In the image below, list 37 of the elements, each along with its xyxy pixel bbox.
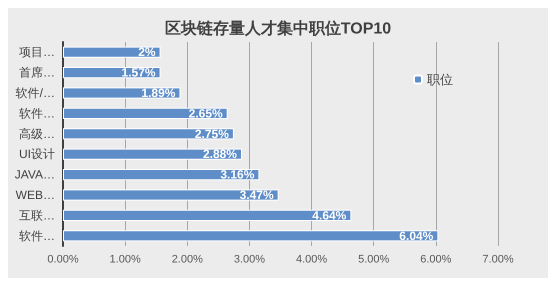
x-tick-label: 7.00% xyxy=(482,254,514,266)
data-label: 1.89% xyxy=(141,86,176,100)
y-tick-label: JAVA… xyxy=(14,168,55,182)
y-tick-label: 互联… xyxy=(19,208,55,222)
y-tick-label: 首席… xyxy=(19,66,55,80)
legend-label: 职位 xyxy=(427,72,453,87)
data-label: 3.16% xyxy=(220,168,255,182)
bar xyxy=(63,230,438,242)
bar xyxy=(63,210,352,222)
data-label: 6.04% xyxy=(399,228,434,243)
y-tick-label: 项目… xyxy=(19,45,55,60)
x-tick-label: 4.00% xyxy=(296,254,328,266)
x-tick-label: 2.00% xyxy=(172,254,204,266)
x-tick-label: 1.00% xyxy=(110,254,141,266)
data-label: 2.65% xyxy=(188,106,224,120)
data-label: 3.47% xyxy=(240,188,274,202)
x-tick-label: 5.00% xyxy=(358,254,390,266)
bar xyxy=(63,189,279,201)
x-tick-label: 0.00% xyxy=(47,254,79,266)
x-tick-label: 6.00% xyxy=(420,254,452,266)
data-label: 2% xyxy=(138,45,156,60)
data-label: 2.88% xyxy=(202,147,238,162)
x-tick-label: 3.00% xyxy=(234,254,266,266)
y-tick-label: WEB… xyxy=(16,188,55,202)
y-tick-label: 软件… xyxy=(19,106,55,120)
bar xyxy=(63,168,260,180)
y-tick-label: UI设计 xyxy=(19,147,55,162)
bar xyxy=(63,46,161,58)
data-label: 2.75% xyxy=(194,126,230,141)
bar xyxy=(63,128,234,140)
chart-title: 区块链存量人才集中职位TOP10 xyxy=(164,20,392,38)
data-label: 1.57% xyxy=(122,66,156,80)
y-tick-label: 软件… xyxy=(19,228,55,243)
bar xyxy=(63,148,242,160)
y-tick-label: 高级… xyxy=(19,126,55,141)
data-label: 4.64% xyxy=(312,208,347,222)
y-tick-label: 软件/… xyxy=(16,86,55,100)
